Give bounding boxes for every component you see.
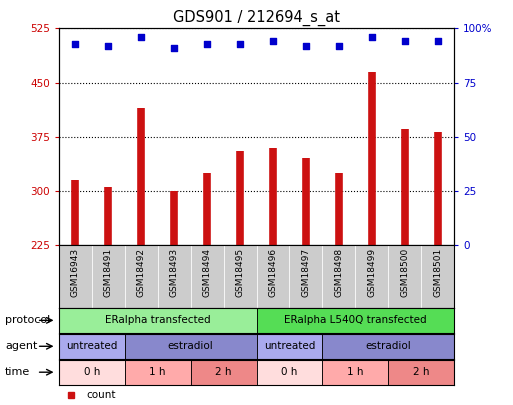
Bar [256,334,322,359]
Bar [59,308,256,333]
Text: GSM18500: GSM18500 [400,248,409,297]
Text: GSM18493: GSM18493 [170,248,179,297]
Text: time: time [5,367,30,377]
Bar [125,245,158,308]
Bar [158,245,191,308]
Text: GSM18496: GSM18496 [268,248,278,297]
Point [334,43,343,49]
Bar [125,360,191,385]
Text: protocol: protocol [5,315,50,325]
Text: 1 h: 1 h [347,367,364,377]
Point [269,38,277,45]
Text: GSM18499: GSM18499 [367,248,376,297]
Bar [388,360,454,385]
Text: agent: agent [5,341,37,351]
Bar [322,360,388,385]
Bar [355,245,388,308]
Bar [322,334,454,359]
Text: GSM18494: GSM18494 [203,248,212,297]
Point [71,40,80,47]
Bar [59,334,125,359]
Bar [289,245,322,308]
Text: GSM18495: GSM18495 [235,248,245,297]
Bar [388,245,421,308]
Point [236,40,244,47]
Text: GDS901 / 212694_s_at: GDS901 / 212694_s_at [173,10,340,26]
Bar [92,245,125,308]
Bar [191,245,224,308]
Bar [256,245,289,308]
Point [170,45,179,51]
Point [137,34,145,40]
Text: 1 h: 1 h [149,367,166,377]
Point [302,43,310,49]
Text: 0 h: 0 h [84,367,100,377]
Point [368,34,376,40]
Bar [59,245,92,308]
Text: ERalpha transfected: ERalpha transfected [105,315,210,325]
Point [401,38,409,45]
Text: estradiol: estradiol [365,341,411,351]
Text: 2 h: 2 h [413,367,429,377]
Bar [421,245,454,308]
Bar [256,308,454,333]
Bar [59,360,125,385]
Text: GSM18497: GSM18497 [301,248,310,297]
Point [203,40,211,47]
Text: GSM18491: GSM18491 [104,248,113,297]
Text: untreated: untreated [264,341,315,351]
Text: untreated: untreated [66,341,117,351]
Text: estradiol: estradiol [168,341,213,351]
Text: ERalpha L540Q transfected: ERalpha L540Q transfected [284,315,427,325]
Bar [322,245,355,308]
Text: 0 h: 0 h [281,367,298,377]
Point [104,43,112,49]
Bar [125,334,256,359]
Bar [256,360,322,385]
Bar [191,360,256,385]
Text: 2 h: 2 h [215,367,232,377]
Text: GSM18498: GSM18498 [334,248,343,297]
Bar [224,245,256,308]
Point [433,38,442,45]
Text: count: count [87,390,116,401]
Text: GSM18492: GSM18492 [137,248,146,297]
Text: GSM16943: GSM16943 [71,248,80,297]
Text: GSM18501: GSM18501 [433,248,442,297]
